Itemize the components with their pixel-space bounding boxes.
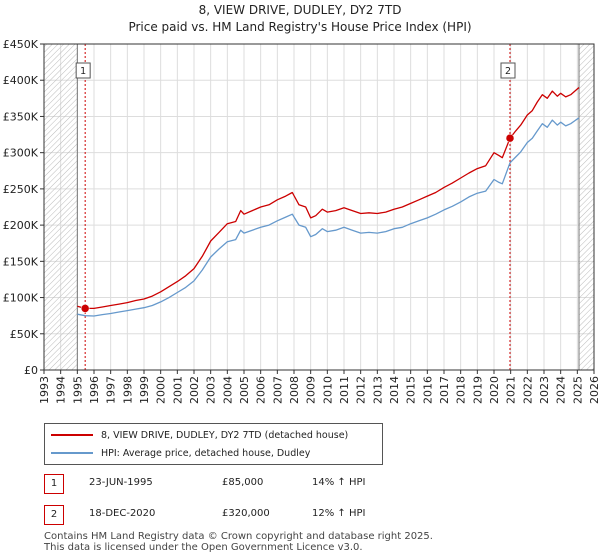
x-tick-label: 2015 [405,376,418,404]
x-tick-label: 2010 [321,376,334,404]
legend-label-property: 8, VIEW DRIVE, DUDLEY, DY2 7TD (detached… [101,429,349,441]
legend-item-hpi: HPI: Average price, detached house, Dudl… [51,446,310,460]
x-tick-label: 1996 [88,376,101,404]
x-tick-label: 1995 [71,376,84,404]
x-tick-label: 2013 [371,376,384,404]
legend-swatch-property [51,434,93,436]
annotation-box-1 [75,62,91,79]
x-tick-label: 2009 [305,376,318,404]
sale-marker-1 [80,304,90,313]
transaction-price: £320,000 [222,508,270,519]
hatched-region [44,44,78,370]
property-series-line [77,87,580,310]
x-tick-label: 1999 [138,376,151,404]
x-tick-label: 2006 [255,376,268,404]
axes-frame [43,43,595,371]
y-tick-label: £400K [3,74,39,87]
x-tick-label: 2021 [505,376,518,404]
hpi-series-line [77,117,580,317]
x-tick-label: 2025 [571,376,584,404]
sale-marker-2 [505,133,515,143]
annotation-box-2 [500,62,516,79]
y-tick-label: £450K [3,38,39,51]
x-tick-label: 2020 [488,376,501,404]
price-chart: 1 2 £0 £50K £100K £150K £200K £250K £300K £350K £… [3,38,600,404]
x-tick-label: 2024 [555,376,568,404]
transaction-badge: 2 [44,505,64,525]
transaction-badge: 1 [44,474,64,494]
plot-area [44,44,594,370]
x-tick-label: 2026 [588,376,600,404]
x-tick-label: 1998 [121,376,134,404]
chart-legend: 8, VIEW DRIVE, DUDLEY, DY2 7TD (detached… [44,423,383,465]
transaction-hpi-diff: 14% ↑ HPI [312,477,366,488]
y-tick-label: £200K [3,219,39,232]
transaction-hpi-diff: 12% ↑ HPI [312,508,366,519]
x-tick-label: 2008 [288,376,301,404]
y-tick-label: £150K [3,255,39,268]
x-tick-label: 2022 [521,376,534,404]
x-tick-label: 1994 [55,376,68,404]
x-tick-label: 2002 [188,376,201,404]
x-tick-label: 2005 [238,376,251,404]
footer-line-2: This data is licensed under the Open Gov… [44,542,363,553]
x-tick-label: 2001 [171,376,184,404]
footer-attribution: Contains HM Land Registry data © Crown c… [44,531,433,553]
x-tick-label: 2012 [355,376,368,404]
hatched-region [579,44,594,370]
x-tick-label: 2007 [271,376,284,404]
x-tick-label: 2011 [338,376,351,404]
y-tick-label: £300K [3,147,39,160]
transaction-date: 23-JUN-1995 [89,477,153,488]
legend-label-hpi: HPI: Average price, detached house, Dudl… [101,447,311,459]
y-tick-label: £100K [3,292,39,305]
chart-subtitle: Price paid vs. HM Land Registry's House … [128,20,472,34]
x-tick-label: 2023 [538,376,551,404]
y-tick-label: £50K [10,328,39,341]
transaction-row-1: 1 23-JUN-1995 £85,000 14% ↑ HPI [44,474,404,494]
x-tick-label: 2000 [155,376,168,404]
x-tick-label: 1997 [105,376,118,404]
x-tick-label: 2019 [471,376,484,404]
y-tick-label: £350K [3,110,39,123]
x-tick-label: 2016 [421,376,434,404]
legend-item-property: 8, VIEW DRIVE, DUDLEY, DY2 7TD (detached… [51,428,348,442]
annotation-label-2: 2 [505,66,511,77]
x-tick-label: 2004 [221,376,234,404]
transaction-row-2: 2 18-DEC-2020 £320,000 12% ↑ HPI [44,505,404,525]
footer-line-1: Contains HM Land Registry data © Crown c… [44,531,433,542]
annotation-label-1: 1 [80,66,86,77]
x-tick-label: 2003 [205,376,218,404]
y-tick-label: £250K [3,183,39,196]
transaction-date: 18-DEC-2020 [89,508,156,519]
x-tick-label: 2014 [388,376,401,404]
chart-title: 8, VIEW DRIVE, DUDLEY, DY2 7TD [198,3,402,17]
x-tick-label: 2017 [438,376,451,404]
x-tick-label: 1993 [38,376,51,404]
y-tick-label: £0 [24,364,38,377]
legend-swatch-hpi [51,452,93,454]
x-tick-label: 2018 [455,376,468,404]
transaction-price: £85,000 [222,477,264,488]
